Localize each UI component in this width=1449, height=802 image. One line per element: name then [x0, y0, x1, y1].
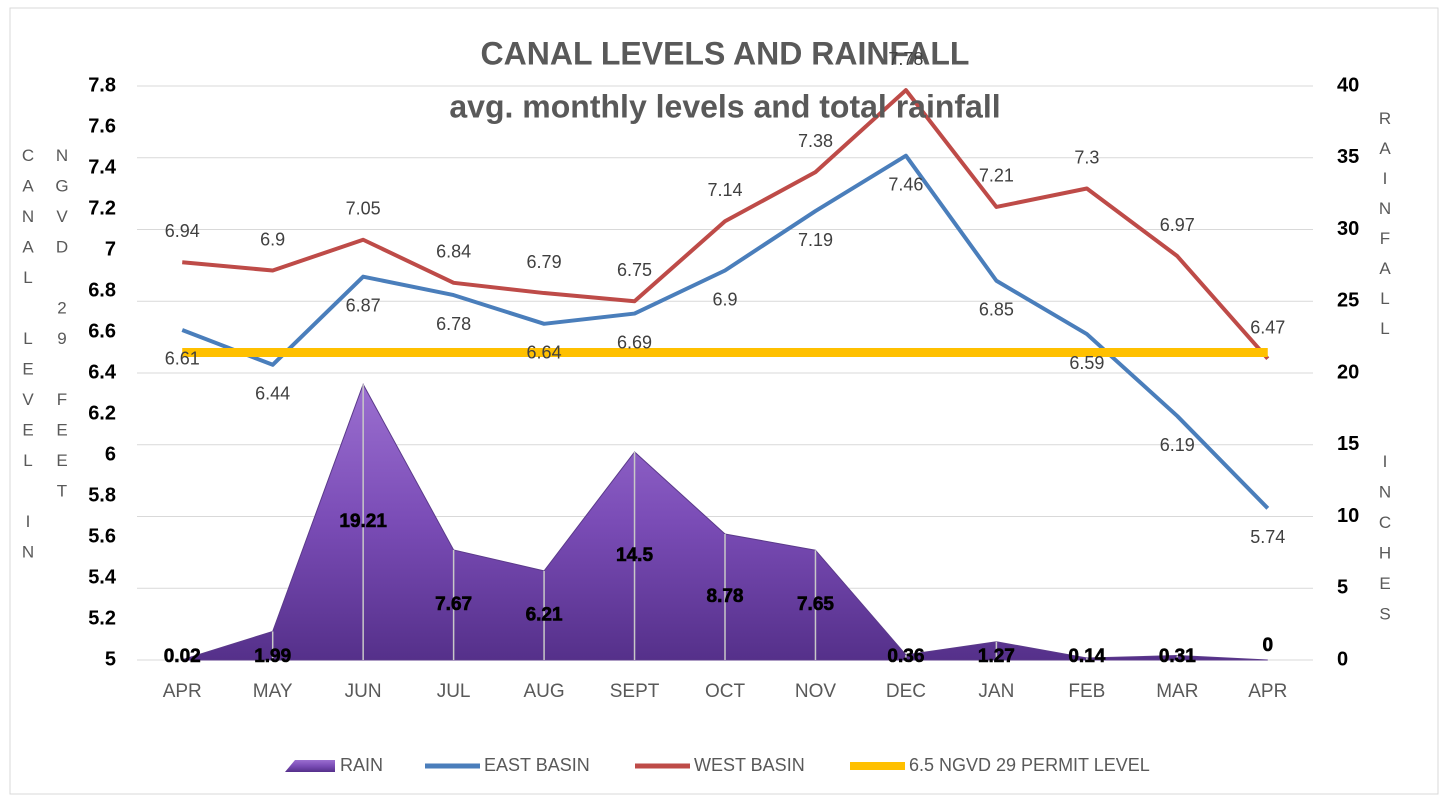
- data-label: 7.46: [888, 174, 923, 194]
- data-label: 6.84: [436, 242, 471, 262]
- x-tick-label: MAY: [253, 681, 293, 702]
- chart-border: [9, 7, 1439, 795]
- y2-tick-label: 35: [1337, 146, 1359, 168]
- legend-label: RAIN: [340, 755, 383, 775]
- data-label: 6.75: [617, 260, 652, 280]
- x-tick-label: AUG: [523, 681, 564, 702]
- legend-label: EAST BASIN: [484, 755, 590, 775]
- data-label: 0.02: [164, 646, 201, 667]
- y-tick-label: 5.2: [88, 607, 116, 629]
- y2-tick-label: 25: [1337, 290, 1359, 312]
- data-label: 6.79: [527, 252, 562, 272]
- data-label: 7.78: [888, 49, 923, 69]
- data-label: 6.21: [526, 604, 563, 625]
- x-tick-label: APR: [1248, 681, 1287, 702]
- data-label: 6.61: [165, 349, 200, 369]
- y2-tick-label: 20: [1337, 361, 1359, 383]
- data-label: 1.99: [254, 646, 291, 667]
- data-label: 7.3: [1074, 147, 1099, 167]
- x-tick-label: APR: [163, 681, 202, 702]
- legend-label: WEST BASIN: [694, 755, 805, 775]
- data-label: 6.64: [527, 343, 562, 363]
- data-label: 8.78: [707, 586, 744, 607]
- legend-label: 6.5 NGVD 29 PERMIT LEVEL: [909, 755, 1150, 775]
- data-label: 7.19: [798, 230, 833, 250]
- y-tick-label: 7.2: [88, 197, 116, 219]
- line: [181, 153, 1270, 510]
- line: [182, 88, 1270, 360]
- data-label: 0: [1262, 635, 1273, 656]
- y-tick-label: 7.6: [88, 115, 116, 137]
- data-label: 7.38: [798, 131, 833, 151]
- data-label: 6.85: [979, 300, 1014, 320]
- data-label: 7.65: [797, 594, 834, 615]
- y-tick-label: 5: [105, 648, 116, 670]
- y-tick-label: 6.6: [88, 320, 116, 342]
- data-label: 6.44: [255, 384, 290, 404]
- data-label: 6.78: [436, 314, 471, 334]
- y-tick-label: 5.4: [88, 566, 117, 588]
- data-label: 7.05: [346, 199, 381, 219]
- x-tick-label: NOV: [795, 681, 837, 702]
- x-tick-label: MAR: [1156, 681, 1198, 702]
- y-tick-label: 6.8: [88, 279, 116, 301]
- data-label: 6.97: [1160, 215, 1195, 235]
- data-label: 6.59: [1069, 353, 1104, 373]
- legend-swatch: [285, 760, 335, 772]
- y-tick-label: 6.2: [88, 402, 116, 424]
- data-label: 6.94: [165, 221, 200, 241]
- data-label: 6.87: [346, 295, 381, 315]
- x-tick-label: SEPT: [610, 681, 660, 702]
- x-tick-label: DEC: [886, 681, 926, 702]
- y-tick-label: 7.8: [88, 74, 116, 96]
- data-label: 5.74: [1250, 527, 1285, 547]
- chart-subtitle: avg. monthly levels and total rainfall: [449, 88, 1000, 124]
- data-label: 6.9: [712, 289, 737, 309]
- data-label: 6.69: [617, 332, 652, 352]
- y-tick-label: 5.6: [88, 525, 116, 547]
- y-tick-label: 7: [105, 238, 116, 260]
- y-tick-label: 6.4: [88, 361, 117, 383]
- data-label: 0.14: [1068, 646, 1105, 667]
- data-label: 1.27: [978, 646, 1015, 667]
- data-label: 7.67: [435, 594, 472, 615]
- data-label: 7.21: [979, 166, 1014, 186]
- y2-tick-label: 0: [1337, 648, 1348, 670]
- data-label: 7.14: [707, 180, 742, 200]
- x-tick-label: JUN: [345, 681, 382, 702]
- y-tick-label: 7.4: [88, 156, 117, 178]
- data-label: 6.47: [1250, 317, 1285, 337]
- y2-tick-label: 5: [1337, 577, 1348, 599]
- y2-tick-label: 30: [1337, 218, 1359, 240]
- x-tick-label: JUL: [437, 681, 471, 702]
- data-label: 19.21: [339, 511, 387, 532]
- x-tick-label: JAN: [978, 681, 1014, 702]
- chart-title: CANAL LEVELS AND RAINFALL: [481, 35, 970, 71]
- y-tick-label: 5.8: [88, 484, 116, 506]
- y2-tick-label: 10: [1337, 505, 1359, 527]
- data-label: 6.9: [260, 229, 285, 249]
- data-label: 0.36: [887, 646, 924, 667]
- data-label: 6.19: [1160, 435, 1195, 455]
- data-label: 0.31: [1159, 646, 1196, 667]
- y-tick-label: 6: [105, 443, 116, 465]
- x-tick-label: FEB: [1068, 681, 1105, 702]
- y2-tick-label: 40: [1337, 74, 1359, 96]
- y2-tick-label: 15: [1337, 433, 1359, 455]
- data-label: 14.5: [616, 545, 653, 566]
- x-tick-label: OCT: [705, 681, 746, 702]
